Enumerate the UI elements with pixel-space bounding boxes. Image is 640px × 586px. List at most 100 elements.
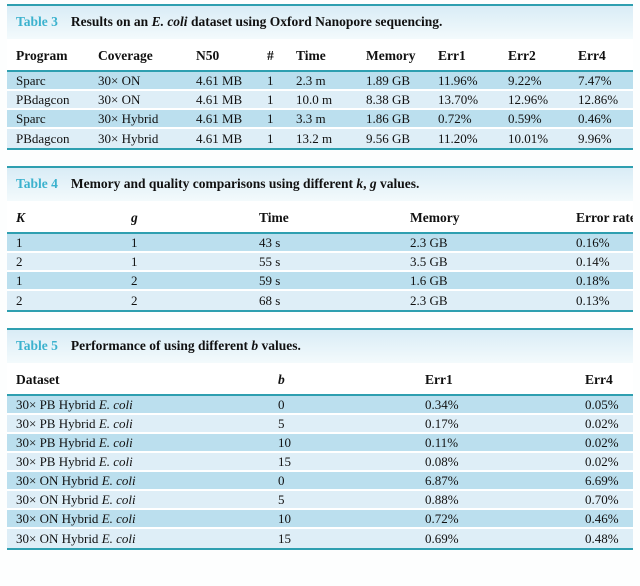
table-cell: 0.72% <box>425 510 459 526</box>
table-cell: 13.70% <box>438 91 479 107</box>
table-row: Sparc 30× Hybrid 4.61 MB 1 3.3 m 1.86 GB 0.72%… <box>7 110 633 129</box>
table-cell: 0.08% <box>425 453 459 469</box>
table-5-header-row: Dataset b Err1 Err4 <box>7 363 633 394</box>
table-cell: 6.69% <box>585 472 619 488</box>
column-header: K <box>16 210 26 225</box>
table-cell: 10.01% <box>508 130 549 146</box>
table-cell: 0.72% <box>438 110 472 126</box>
table-cell: 30× Hybrid <box>98 130 159 146</box>
table-row: PBdagcon 30× Hybrid 4.61 MB 1 13.2 m 9.56 GB 1… <box>7 129 633 148</box>
table-cell: 13.2 m <box>296 130 333 146</box>
column-header: Err4 <box>578 48 606 63</box>
table-5-label: Table 5 <box>16 338 58 353</box>
table-5-caption: Table 5 Performance of using different b … <box>7 330 633 363</box>
table-cell: 9.56 GB <box>366 130 411 146</box>
column-header: g <box>131 210 138 225</box>
paper-page: Table 3 Results on an E. coli dataset usi… <box>7 4 633 550</box>
table-cell: 2 <box>16 253 23 269</box>
table-cell: 1.6 GB <box>410 272 448 288</box>
table-cell: 15 <box>278 530 291 546</box>
table-row: 30× ON Hybrid E. coli 5 0.88% 0.70% <box>7 491 633 510</box>
table-3-header-row: Program Coverage N50 # Time Memory Err1 Err2 Err… <box>7 39 633 70</box>
column-header: Error rate <box>576 210 633 225</box>
table-cell: 10 <box>278 434 291 450</box>
table-cell: 0.11% <box>425 434 459 450</box>
table-cell: 0.05% <box>585 396 619 412</box>
table-row: 30× PB Hybrid E. coli 0 0.34% 0.05% <box>7 396 633 415</box>
table-cell: 0.02% <box>585 434 619 450</box>
table-cell: 30× ON Hybrid E. coli <box>16 491 136 507</box>
column-header: Err2 <box>508 48 536 63</box>
table-5-bottom-rule <box>7 548 633 550</box>
table-cell: 30× PB Hybrid E. coli <box>16 434 133 450</box>
column-header: N50 <box>196 48 220 63</box>
column-header: Err1 <box>438 48 466 63</box>
table-cell: 1 <box>131 253 138 269</box>
column-header: Err4 <box>585 372 613 387</box>
table-3-caption-text: Results on an E. coli dataset using Oxfo… <box>70 14 443 29</box>
table-cell: 30× Hybrid <box>98 110 159 126</box>
table-3-bottom-rule <box>7 148 633 150</box>
table-cell: 68 s <box>259 292 281 308</box>
table-row: Sparc 30× ON 4.61 MB 1 2.3 m 1.89 GB 11.96% 9.2… <box>7 72 633 91</box>
table-cell: 5 <box>278 415 285 431</box>
table-cell: 4.61 MB <box>196 91 243 107</box>
table-cell: 0.13% <box>576 292 610 308</box>
table-cell: 1.86 GB <box>366 110 411 126</box>
table-cell: 0.46% <box>585 510 619 526</box>
column-header: Memory <box>366 48 416 63</box>
table-cell: 2.3 GB <box>410 234 448 250</box>
column-header: b <box>278 372 285 387</box>
table-4-section: Table 4 Memory and quality comparisons us… <box>7 166 633 312</box>
table-cell: PBdagcon <box>16 130 70 146</box>
table-cell: 1.89 GB <box>366 72 411 88</box>
table-4-top-rule <box>7 166 633 168</box>
table-cell: 0.88% <box>425 491 459 507</box>
table-4-caption: Table 4 Memory and quality comparisons us… <box>7 168 633 201</box>
table-3-header-rule <box>7 70 633 72</box>
table-cell: 59 s <box>259 272 281 288</box>
table-cell: 11.96% <box>438 72 478 88</box>
table-cell: 0.70% <box>585 491 619 507</box>
table-cell: 0.34% <box>425 396 459 412</box>
table-cell: 0.18% <box>576 272 610 288</box>
table-cell: 12.86% <box>578 91 619 107</box>
column-header: # <box>267 48 274 63</box>
table-cell: 1 <box>16 234 23 250</box>
table-cell: 8.38 GB <box>366 91 411 107</box>
table-row: 1 2 59 s 1.6 GB 0.18% <box>7 272 633 291</box>
table-row: 30× PB Hybrid E. coli 5 0.17% 0.02% <box>7 415 633 434</box>
column-header: Time <box>259 210 289 225</box>
table-cell: 7.47% <box>578 72 612 88</box>
table-3-caption: Table 3 Results on an E. coli dataset usi… <box>7 6 633 39</box>
table-cell: 0.16% <box>576 234 610 250</box>
table-row: 30× ON Hybrid E. coli 10 0.72% 0.46% <box>7 510 633 529</box>
table-cell: 1 <box>267 110 274 126</box>
table-4-body: 1 1 43 s 2.3 GB 0.16% 2 1 55 s 3.5 GB 0.14% 1 2 59 s… <box>7 234 633 310</box>
table-3-section: Table 3 Results on an E. coli dataset usi… <box>7 4 633 150</box>
table-row: 30× ON Hybrid E. coli 15 0.69% 0.48% <box>7 529 633 548</box>
table-cell: Sparc <box>16 72 46 88</box>
table-cell: 10 <box>278 510 291 526</box>
table-cell: 0.69% <box>425 530 459 546</box>
table-cell: 2.3 m <box>296 72 326 88</box>
table-cell: 11.20% <box>438 130 478 146</box>
column-header: Memory <box>410 210 460 225</box>
table-cell: 0 <box>278 472 285 488</box>
table-cell: 10.0 m <box>296 91 333 107</box>
column-header: Dataset <box>16 372 60 387</box>
table-cell: 30× ON <box>98 72 141 88</box>
table-cell: 30× ON Hybrid E. coli <box>16 472 136 488</box>
table-cell: 2.3 GB <box>410 292 448 308</box>
table-cell: 9.22% <box>508 72 542 88</box>
table-cell: 0.46% <box>578 110 612 126</box>
table-cell: 30× ON <box>98 91 141 107</box>
table-5-body: 30× PB Hybrid E. coli 0 0.34% 0.05% 30× PB H… <box>7 396 633 548</box>
table-cell: 5 <box>278 491 285 507</box>
table-cell: 0 <box>278 396 285 412</box>
table-cell: 0.02% <box>585 453 619 469</box>
table-cell: 15 <box>278 453 291 469</box>
column-header: Err1 <box>425 372 453 387</box>
table-cell: 0.17% <box>425 415 459 431</box>
